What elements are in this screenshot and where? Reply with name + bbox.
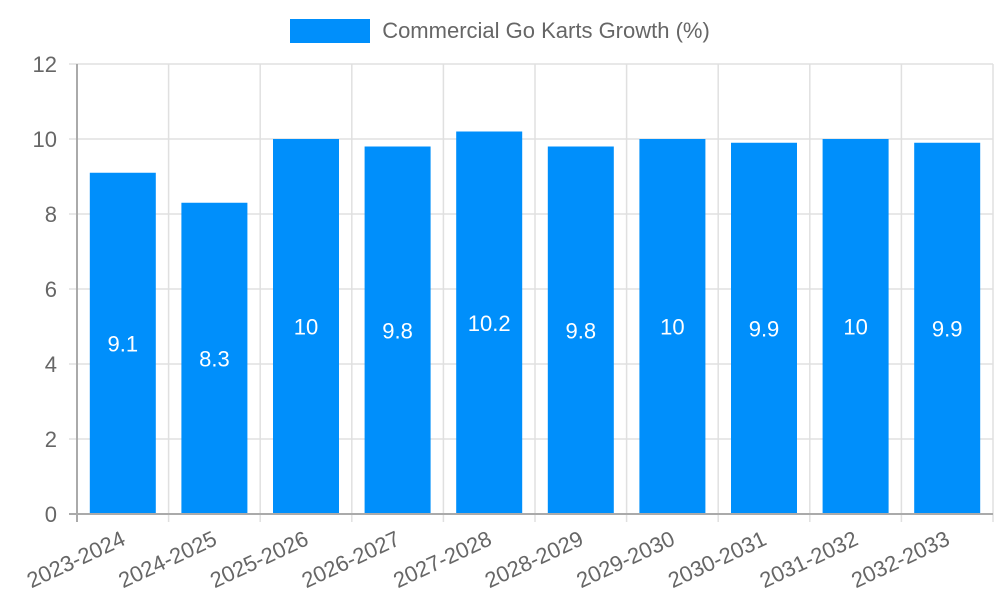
bar[interactable] — [914, 142, 981, 514]
bar-value-label: 9.8 — [566, 318, 597, 343]
x-tick-label: 2025-2026 — [206, 526, 312, 593]
bar[interactable] — [639, 139, 706, 514]
bar[interactable] — [273, 139, 339, 514]
bar[interactable] — [547, 146, 614, 515]
legend-swatch[interactable] — [290, 19, 371, 43]
y-tick-label: 8 — [45, 202, 57, 227]
bar-value-label: 9.8 — [382, 318, 413, 343]
y-tick-label: 6 — [45, 277, 57, 302]
bar[interactable] — [822, 139, 889, 514]
bar[interactable] — [89, 172, 156, 514]
y-tick-label: 0 — [45, 502, 57, 527]
x-tick-label: 2032-2033 — [847, 526, 953, 593]
x-tick-label: 2027-2028 — [389, 526, 495, 593]
bar-value-label: 9.9 — [749, 316, 780, 341]
bar[interactable] — [181, 202, 248, 514]
x-tick-label: 2031-2032 — [756, 526, 862, 593]
bar[interactable] — [731, 142, 797, 514]
x-tick-label: 2028-2029 — [481, 526, 587, 593]
y-tick-label: 12 — [33, 52, 57, 77]
x-tick-label: 2026-2027 — [298, 526, 404, 593]
bar-value-label: 9.9 — [932, 316, 963, 341]
bar-value-label: 10.2 — [468, 311, 511, 336]
bar-value-label: 10 — [843, 315, 867, 340]
y-tick-label: 4 — [45, 352, 57, 377]
x-tick-label: 2023-2024 — [23, 526, 129, 593]
chart-legend: Commercial Go Karts Growth (%) — [0, 18, 1000, 44]
x-tick-label: 2024-2025 — [115, 526, 221, 593]
bar-value-label: 8.3 — [199, 346, 230, 371]
bar[interactable] — [456, 131, 523, 515]
y-tick-label: 2 — [45, 427, 57, 452]
legend-label[interactable]: Commercial Go Karts Growth (%) — [382, 18, 710, 43]
x-tick-label: 2030-2031 — [664, 526, 770, 593]
bar[interactable] — [364, 146, 431, 515]
bar-value-label: 10 — [294, 315, 318, 340]
bar-value-label: 9.1 — [108, 331, 139, 356]
x-tick-label: 2029-2030 — [573, 526, 679, 593]
bar-value-label: 10 — [660, 315, 684, 340]
y-tick-label: 10 — [33, 127, 57, 152]
